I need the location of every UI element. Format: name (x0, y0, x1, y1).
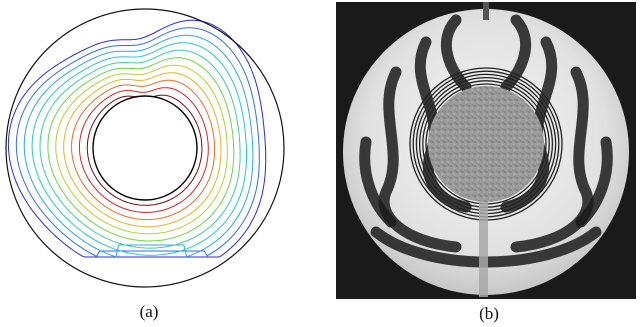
isotherm-line (23, 34, 254, 258)
inner-cylinder-texture (428, 86, 544, 202)
isotherm-line (55, 64, 228, 235)
isotherm-line (47, 57, 235, 242)
support-rod (479, 202, 488, 297)
panel-a-simulation: (a) (0, 0, 330, 321)
isotherm-line (71, 79, 216, 221)
inner-cylinder-boundary (92, 95, 198, 201)
caption-a: (a) (139, 302, 159, 321)
top-rod (483, 2, 489, 20)
isotherm-line (63, 72, 222, 228)
isotherm-line (39, 49, 241, 249)
isotherm-line (7, 19, 267, 258)
interference-fringe (510, 66, 594, 253)
interference-fringe (575, 136, 613, 228)
isotherm-line (15, 27, 260, 258)
isotherm-contour-plot (5, 8, 285, 288)
panel-b-interferogram: (b) (336, 2, 636, 323)
interference-fringe (378, 66, 462, 253)
isotherm-line (31, 42, 247, 256)
isotherm-line (86, 94, 203, 206)
experimental-interferogram-photo (336, 2, 636, 299)
outer-cylinder-boundary (5, 8, 285, 288)
interference-fringe (359, 136, 397, 228)
caption-b: (b) (479, 304, 499, 323)
isotherm-line (78, 87, 209, 213)
